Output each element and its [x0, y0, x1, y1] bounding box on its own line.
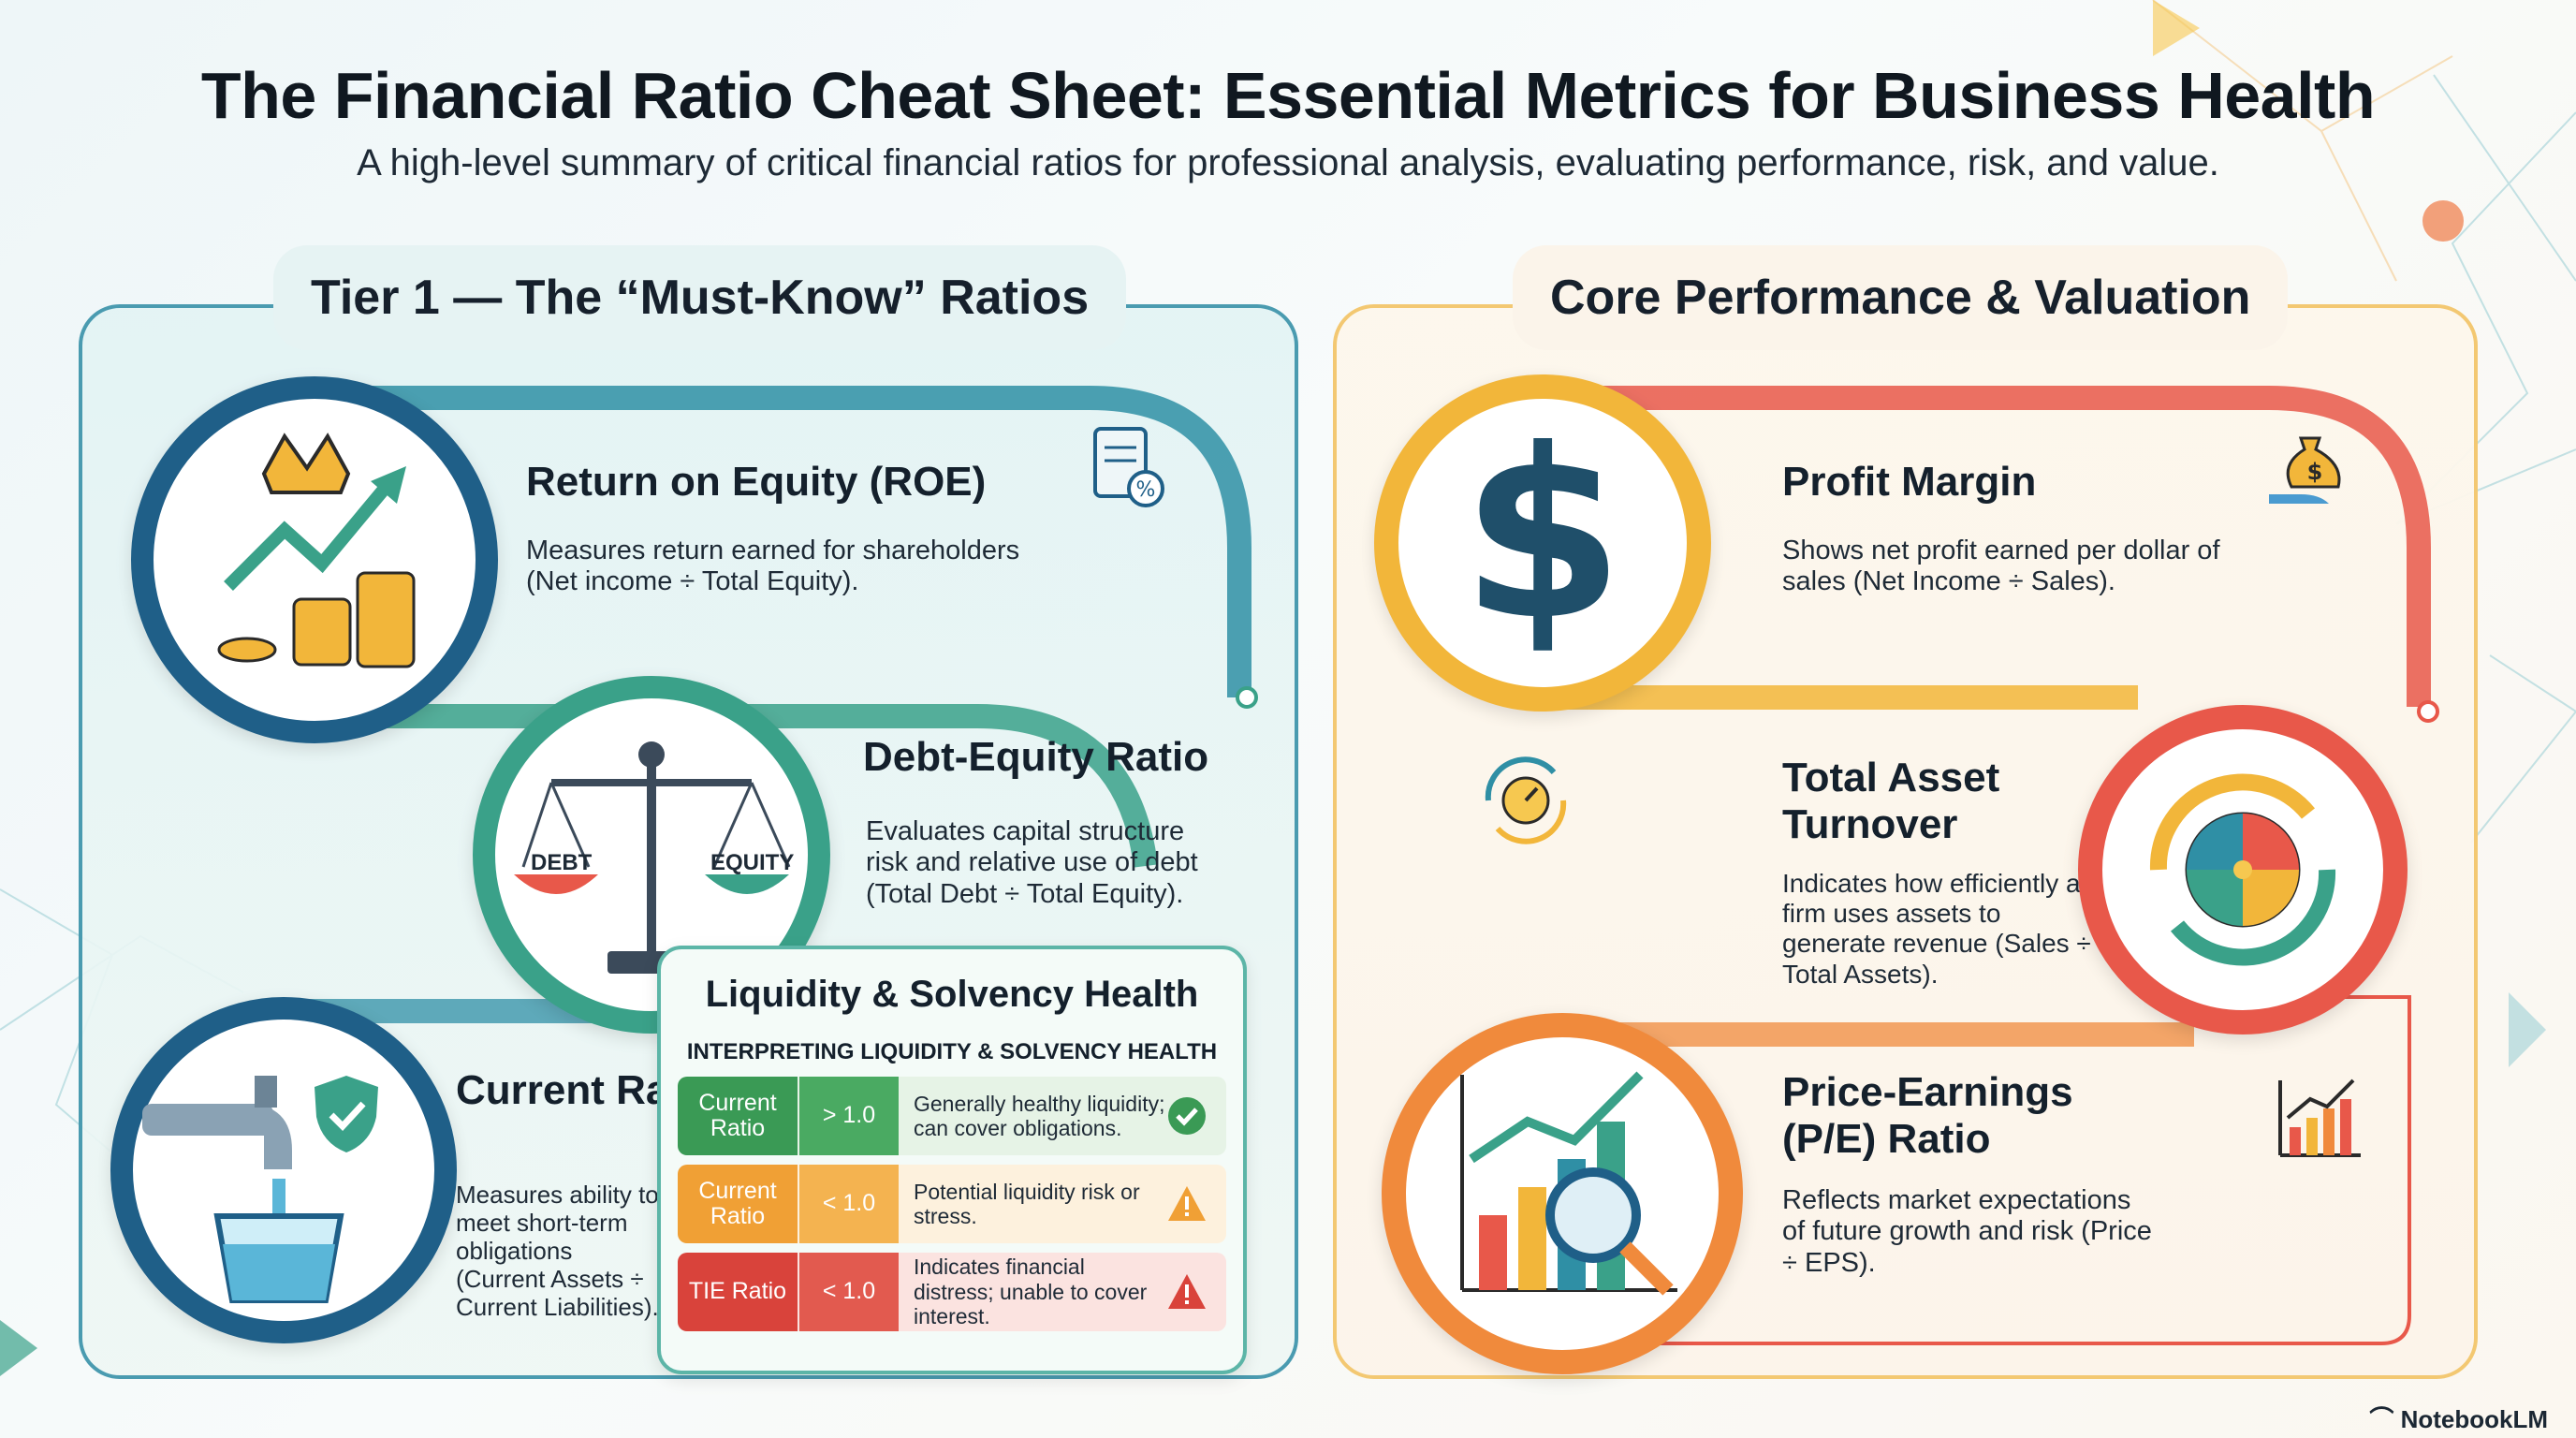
- money-bag-hand-icon: $: [2269, 436, 2341, 504]
- debt-equity-title: Debt-Equity Ratio: [863, 734, 1209, 780]
- svg-text:%: %: [1136, 478, 1156, 502]
- liquidity-card-title: Liquidity & Solvency Health: [705, 974, 1199, 1015]
- row-threshold: < 1.0: [799, 1253, 899, 1331]
- profit-margin-title: Profit Margin: [1782, 459, 2037, 505]
- svg-text:$: $: [1461, 399, 1624, 671]
- asset-turnover-description: Indicates how efficiently a firm uses as…: [1782, 869, 2091, 989]
- left-panel-title: Tier 1 — The “Must-Know” Ratios: [273, 245, 1127, 350]
- asset-turnover-title: Total Asset Turnover: [1782, 755, 2000, 847]
- row-metric: Current Ratio: [678, 1165, 798, 1243]
- pe-ratio-description: Reflects market expectations of future g…: [1782, 1185, 2152, 1278]
- page-subtitle: A high-level summary of critical financi…: [357, 142, 2219, 183]
- right-panel-title: Core Performance & Valuation: [1513, 245, 2289, 350]
- bar-chart-magnifier-icon: [1460, 1071, 1677, 1296]
- check-icon: [1168, 1097, 1206, 1135]
- right-panel-connectors: [1558, 386, 2439, 1345]
- scale-label-equity: EQUITY: [710, 850, 795, 875]
- crown-growth-coins-icon: [217, 433, 416, 668]
- shield-check-icon: [315, 1076, 378, 1152]
- clipboard-percent-icon: %: [1093, 427, 1164, 507]
- scale-label-debt: DEBT: [531, 850, 593, 875]
- roe-description: Measures return earned for shareholders …: [526, 536, 1020, 597]
- current-ratio-icon-circle: [110, 997, 457, 1343]
- liquidity-card-subtitle: INTERPRETING LIQUIDITY & SOLVENCY HEALTH: [686, 1039, 1218, 1064]
- row-note: Indicates financial distress; unable to …: [914, 1255, 1148, 1329]
- asset-turnover-icon-circle: [2078, 705, 2408, 1034]
- table-row: Current Ratio > 1.0 Generally healthy li…: [678, 1077, 1226, 1155]
- current-ratio-description: Measures ability to meet short-term obli…: [456, 1181, 659, 1321]
- faucet-bucket-icon: [142, 1076, 344, 1303]
- roe-icon-circle: [131, 376, 498, 743]
- gauge-cycle-icon: [1485, 756, 1567, 844]
- row-metric: Current Ratio: [678, 1077, 798, 1155]
- profit-margin-description: Shows net profit earned per dollar of sa…: [1782, 536, 2220, 597]
- table-row: Current Ratio < 1.0 Potential liquidity …: [678, 1165, 1226, 1243]
- debt-equity-description: Evaluates capital structure risk and rel…: [866, 816, 1198, 909]
- liquidity-solvency-card: Liquidity & Solvency Health INTERPRETING…: [657, 946, 1247, 1374]
- cycle-wheel-icon: [2149, 773, 2336, 966]
- row-threshold: > 1.0: [799, 1077, 899, 1155]
- dollar-sign-icon: $: [1461, 399, 1624, 671]
- roe-title: Return on Equity (ROE): [526, 459, 987, 505]
- row-metric: TIE Ratio: [678, 1253, 798, 1331]
- svg-text:$: $: [2307, 459, 2323, 485]
- row-note: Potential liquidity risk or stress.: [914, 1179, 1140, 1228]
- table-row: TIE Ratio < 1.0 Indicates financial dist…: [678, 1253, 1226, 1331]
- bar-chart-up-icon: [2278, 1078, 2361, 1157]
- brand-watermark: ⌒ NotebookLM: [2369, 1405, 2548, 1433]
- page-title: The Financial Ratio Cheat Sheet: Essenti…: [200, 59, 2376, 132]
- warning-icon: [1168, 1186, 1206, 1221]
- pe-ratio-title: Price-Earnings (P/E) Ratio: [1782, 1069, 2073, 1162]
- pe-ratio-icon-circle: [1382, 1013, 1743, 1374]
- row-note: Generally healthy liquidity; can cover o…: [914, 1091, 1165, 1140]
- alert-icon: [1168, 1274, 1206, 1309]
- row-threshold: < 1.0: [799, 1165, 899, 1243]
- profit-margin-icon-circle: $: [1374, 374, 1711, 712]
